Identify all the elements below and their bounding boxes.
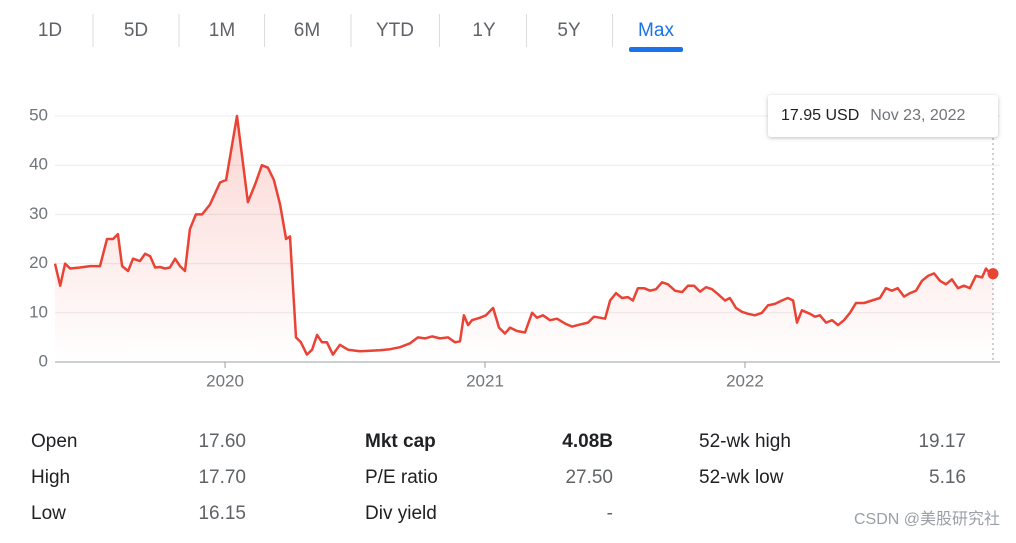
y-tick-label: 40 <box>29 155 48 174</box>
y-tick-label: 0 <box>39 351 48 370</box>
stat-label: Div yield <box>365 503 437 524</box>
stat-value: - <box>607 503 613 524</box>
tab-underline <box>629 47 683 52</box>
stat-value: 19.17 <box>918 431 966 452</box>
x-tick-label: 2020 <box>206 371 244 390</box>
tooltip-value: 17.95 USD <box>781 107 859 124</box>
stat-value: 4.08B <box>562 431 613 452</box>
tooltip <box>768 95 998 137</box>
y-tick-label: 30 <box>29 204 48 223</box>
range-tab[interactable]: 5D <box>124 20 148 41</box>
stat-value: 5.16 <box>929 467 966 488</box>
stat-label: 52-wk high <box>699 431 791 452</box>
hover-dot <box>987 268 999 280</box>
y-tick-label: 10 <box>29 302 48 321</box>
stat-label: Mkt cap <box>365 431 436 452</box>
x-tick-label: 2021 <box>466 371 504 390</box>
x-tick-label: 2022 <box>726 371 764 390</box>
range-tab[interactable]: 1Y <box>472 20 496 41</box>
range-tab[interactable]: 1D <box>38 20 62 41</box>
stat-value: 17.70 <box>198 467 246 488</box>
stat-label: Low <box>31 503 66 524</box>
watermark: CSDN @美股研究社 <box>854 510 1000 528</box>
stat-value: 27.50 <box>565 467 613 488</box>
stat-label: 52-wk low <box>699 467 784 488</box>
range-tab[interactable]: YTD <box>376 20 414 41</box>
y-tick-label: 20 <box>29 253 48 272</box>
y-tick-label: 50 <box>29 105 48 124</box>
stat-label: High <box>31 467 70 488</box>
range-tab[interactable]: 5Y <box>557 20 581 41</box>
stat-value: 17.60 <box>198 431 246 452</box>
price-line <box>53 114 994 356</box>
range-tab[interactable]: Max <box>638 20 674 41</box>
stat-value: 16.15 <box>198 503 246 524</box>
range-tab[interactable]: 6M <box>294 20 320 41</box>
stat-label: P/E ratio <box>365 467 438 488</box>
stat-label: Open <box>31 431 77 452</box>
area <box>55 116 993 362</box>
range-tab[interactable]: 1M <box>209 20 235 41</box>
tooltip-date: Nov 23, 2022 <box>870 107 965 124</box>
